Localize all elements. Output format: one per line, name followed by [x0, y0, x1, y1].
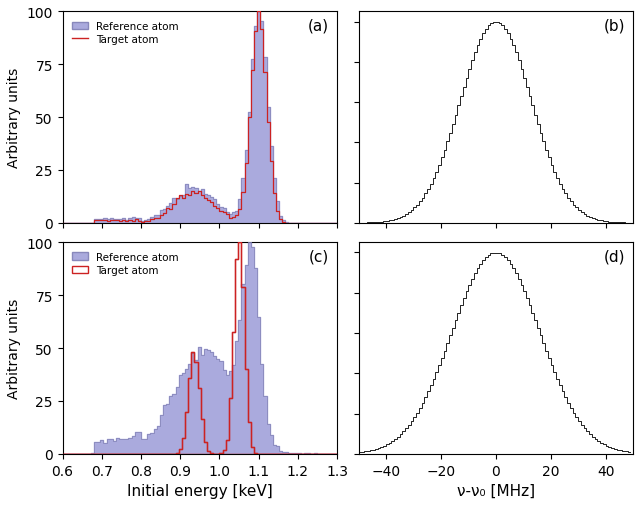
X-axis label: ν-ν₀ [MHz]: ν-ν₀ [MHz] [457, 483, 535, 498]
X-axis label: Initial energy [keV]: Initial energy [keV] [127, 483, 273, 498]
Legend: Reference atom, Target atom: Reference atom, Target atom [68, 18, 183, 49]
Y-axis label: Arbitrary units: Arbitrary units [7, 68, 21, 168]
Text: (c): (c) [308, 249, 329, 264]
Text: (a): (a) [308, 19, 329, 34]
Legend: Reference atom, Target atom: Reference atom, Target atom [68, 248, 183, 279]
Text: (d): (d) [604, 249, 625, 264]
Text: (b): (b) [604, 19, 625, 34]
Y-axis label: Arbitrary units: Arbitrary units [7, 298, 21, 398]
